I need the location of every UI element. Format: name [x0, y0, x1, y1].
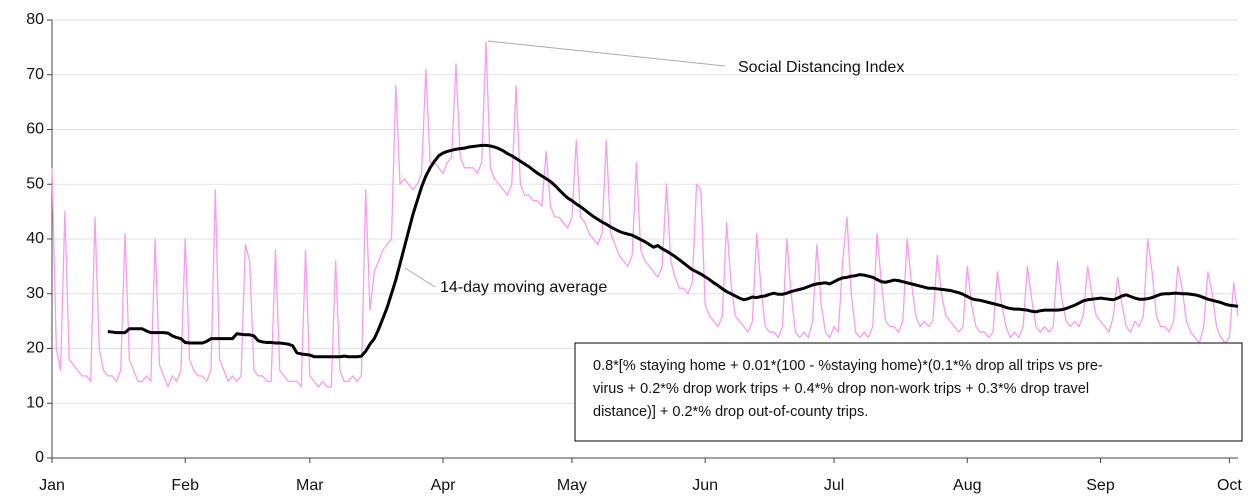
note-text: virus + 0.2*% drop work trips + 0.4*% dr…: [593, 381, 1089, 397]
y-tick-label: 50: [26, 175, 44, 192]
y-tick-label: 40: [26, 230, 44, 247]
note-box: [574, 342, 1243, 442]
series-line: [51, 41, 1239, 388]
x-tick-label: Jan: [39, 477, 65, 494]
x-tick-label: May: [557, 477, 587, 494]
x-tick-label: Mar: [296, 477, 324, 494]
y-tick-label: 70: [26, 66, 44, 83]
x-tick-label: Sep: [1086, 477, 1115, 494]
x-tick-label: Aug: [953, 477, 981, 494]
note-text: 0.8*[% staying home + 0.01*(100 - %stayi…: [593, 358, 1103, 374]
x-tick-label: Jun: [692, 477, 718, 494]
y-tick-label: 30: [26, 285, 44, 302]
series-line: [107, 143, 1239, 359]
leader-line: [404, 267, 436, 288]
y-tick-label: 60: [26, 121, 44, 138]
y-tick-label: 80: [26, 11, 44, 28]
x-tick-label: Feb: [171, 477, 199, 494]
leader-line: [487, 40, 726, 67]
note-text: distance)] + 0.2*% drop out-of-county tr…: [593, 404, 868, 420]
y-tick-label: 20: [26, 340, 44, 357]
series-label: 14-day moving average: [440, 279, 607, 296]
series-label: Social Distancing Index: [738, 59, 904, 76]
x-tick-label: Apr: [431, 477, 457, 494]
y-tick-label: 0: [35, 449, 44, 466]
y-tick-label: 10: [26, 394, 44, 411]
x-tick-label: Jul: [824, 477, 844, 494]
x-tick-label: Oct: [1217, 477, 1242, 494]
